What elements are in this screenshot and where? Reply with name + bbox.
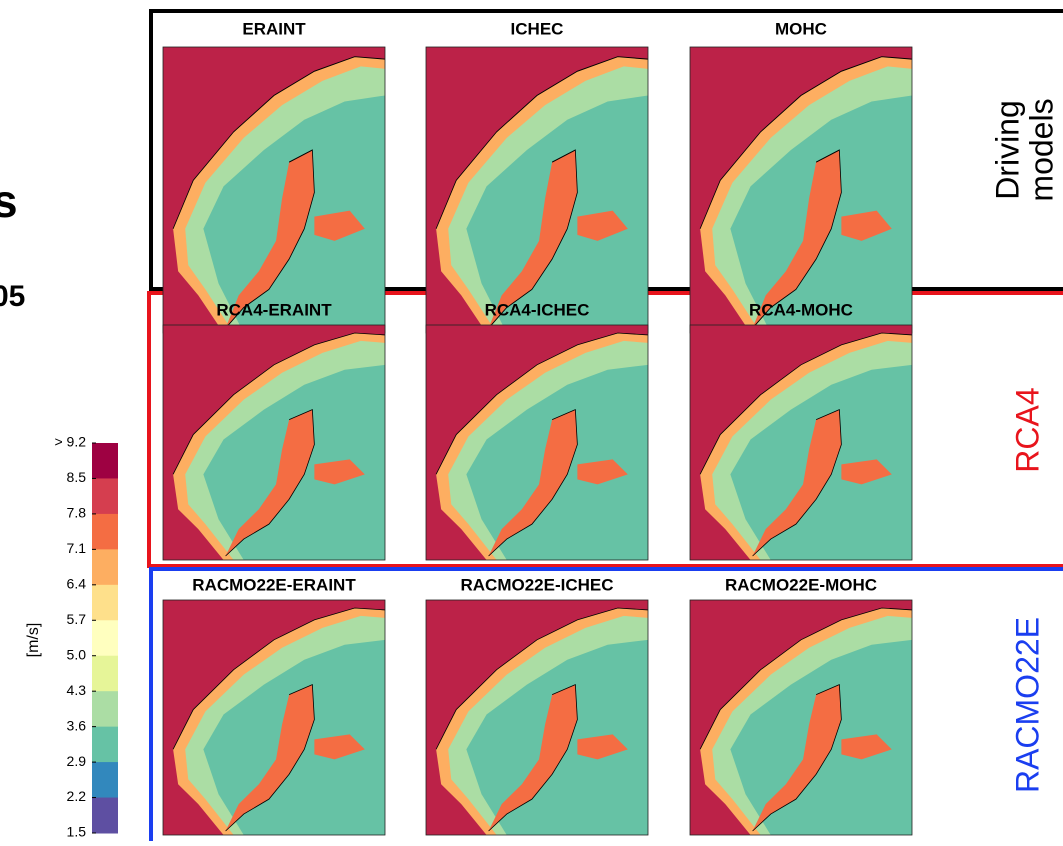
panel-title: RCA4-MOHC [749, 300, 853, 319]
colorbar-tick-label: 6.4 [67, 576, 87, 592]
colorbar-segment [92, 691, 118, 727]
colorbar-segment [92, 514, 118, 550]
row-label: RCA4 [1009, 387, 1045, 472]
colorbar-unit: [m/s] [25, 623, 42, 658]
panel-title: MOHC [775, 19, 827, 38]
figure: ERAINT ICHEC MOHC Drivingmodels RCA4-ERAINT R… [0, 0, 1063, 841]
colorbar-segment [92, 585, 118, 621]
row-label: models [1023, 98, 1059, 201]
colorbar-segment [92, 620, 118, 656]
colorbar-tick-label: 4.3 [67, 682, 87, 698]
colorbar-tick-label: 7.1 [67, 540, 87, 556]
panel-title: RACMO22E-ICHEC [460, 575, 613, 594]
colorbar-tick-label: 8.5 [67, 469, 87, 485]
colorbar-tick-label: 1.5 [67, 824, 87, 840]
colorbar-segment [92, 656, 118, 692]
colorbar-tick-label: 5.0 [67, 646, 87, 662]
colorbar-tick-label: 2.9 [67, 753, 87, 769]
map-panel [163, 600, 385, 835]
colorbar-segment [92, 798, 118, 834]
row-label: RACMO22E [1009, 617, 1045, 793]
map-panel [163, 47, 385, 333]
map-panel [690, 600, 912, 835]
panel-title: ICHEC [511, 19, 564, 38]
map-panel [163, 325, 385, 560]
left-text: s [0, 175, 18, 227]
colorbar-segment [92, 549, 118, 585]
colorbar-tick-label: 3.6 [67, 717, 87, 733]
colorbar-segment [92, 478, 118, 514]
colorbar-segment [92, 762, 118, 798]
map-panel [426, 600, 648, 835]
colorbar-tick-label: > 9.2 [54, 434, 86, 450]
panel-title: RACMO22E-MOHC [725, 575, 877, 594]
colorbar-segment [92, 443, 118, 479]
panel-title: ERAINT [242, 19, 306, 38]
colorbar-tick-label: 5.7 [67, 611, 87, 627]
colorbar-tick-label: 2.2 [67, 788, 87, 804]
colorbar-tick-label: 7.8 [67, 505, 87, 521]
panel-title: RCA4-ERAINT [216, 300, 332, 319]
map-panel [426, 47, 648, 333]
map-panel [426, 325, 648, 560]
panel-title: RACMO22E-ERAINT [192, 575, 356, 594]
map-panel [690, 47, 912, 333]
row-label: Driving [989, 100, 1025, 200]
left-text: 05 [0, 280, 25, 313]
colorbar-segment [92, 727, 118, 763]
panel-title: RCA4-ICHEC [485, 300, 590, 319]
map-panel [690, 325, 912, 560]
